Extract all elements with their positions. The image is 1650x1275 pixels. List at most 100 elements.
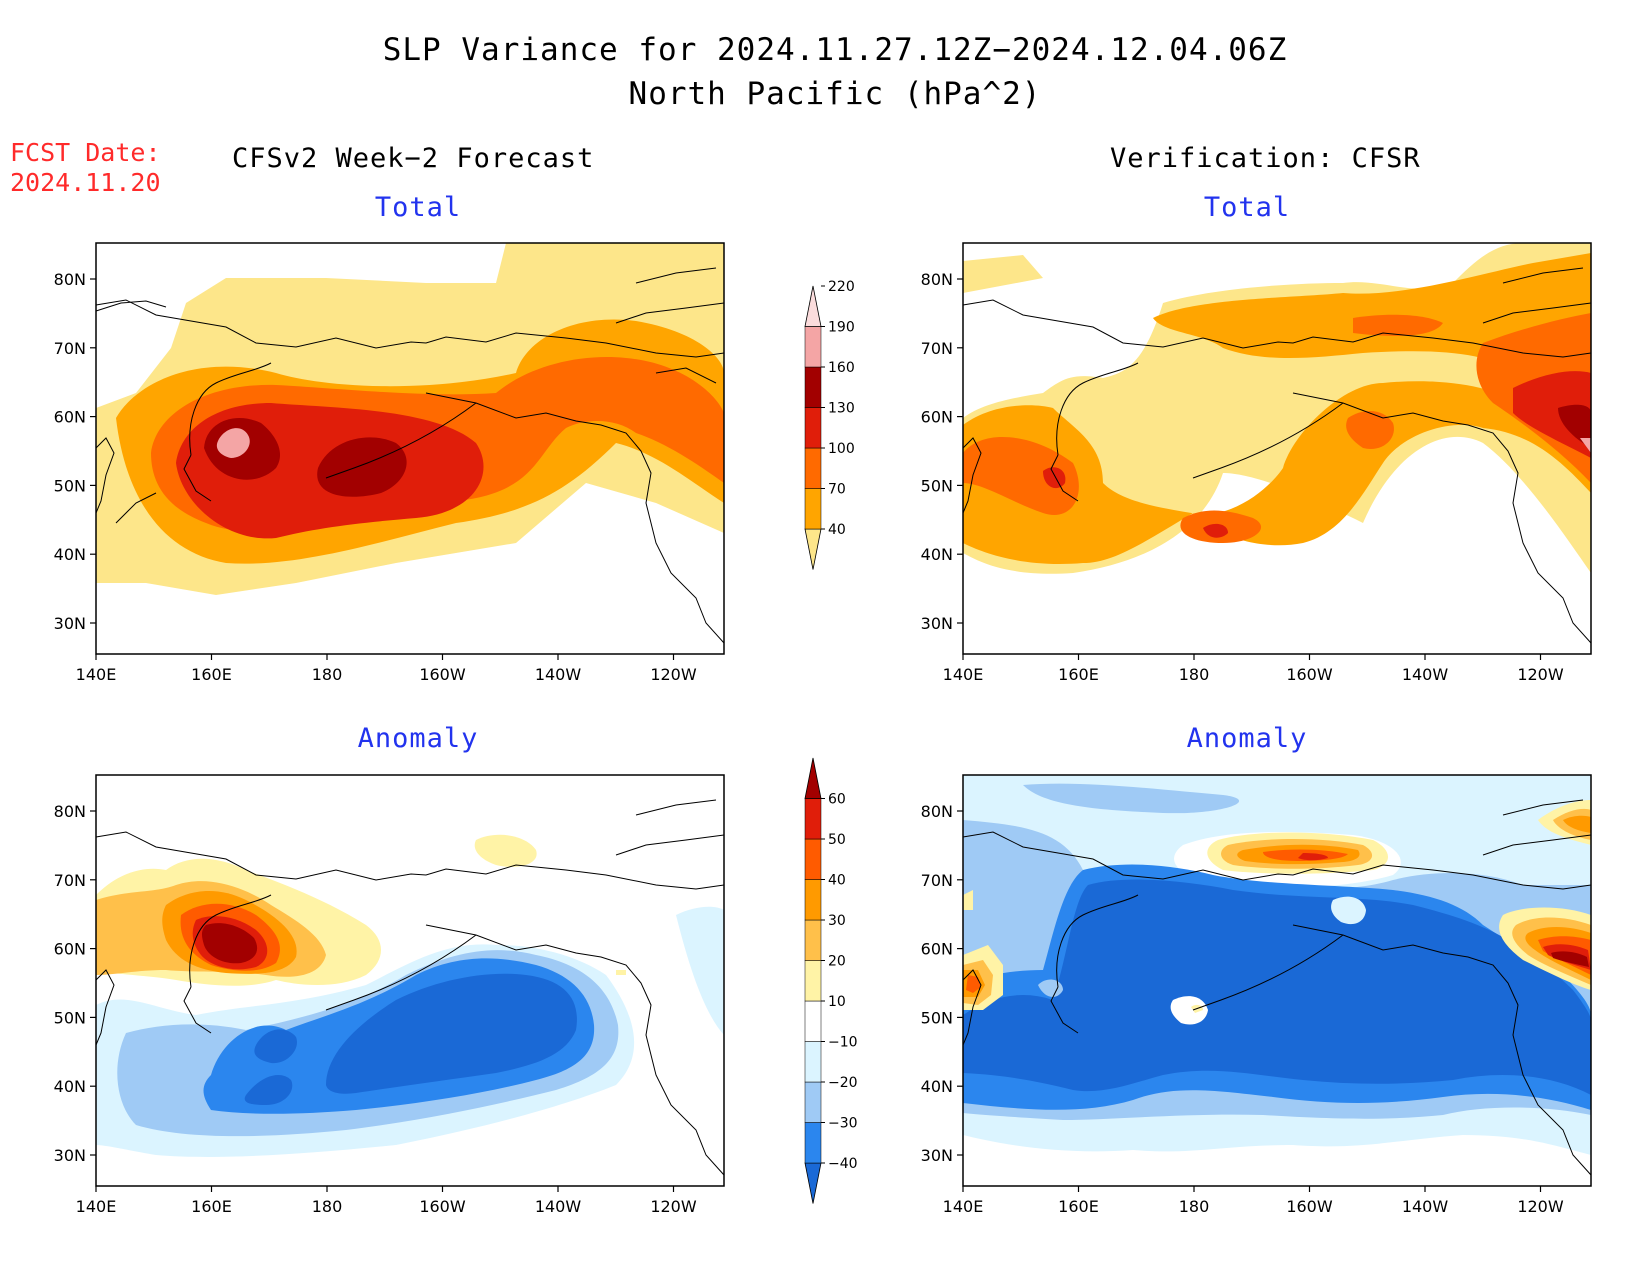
contour-70: [116, 319, 724, 564]
contour-neg30: [203, 958, 595, 1114]
lat-tick-label: 70N: [54, 339, 86, 358]
contour-160-b: [317, 437, 407, 497]
colorbar-swatch: [804, 798, 822, 840]
lat-tick-label: 80N: [921, 802, 953, 821]
lon-tick-label: 120W: [1517, 1197, 1564, 1216]
lat-tick-label: 80N: [54, 802, 86, 821]
map-panel-verif-anomaly: [962, 774, 1592, 1187]
contour-160-a: [204, 417, 281, 480]
contour-70: [963, 253, 1591, 564]
lat-tick-label: 30N: [54, 614, 86, 633]
contour-30: [162, 890, 297, 974]
colorbar-bottom-arrow: [804, 528, 822, 570]
lon-tick-label: 160E: [191, 665, 232, 684]
contour-neg20: [117, 950, 619, 1137]
contour-10: [1207, 832, 1388, 874]
colorbar-swatch: [804, 366, 822, 408]
lon-tick-label: 180: [312, 1197, 343, 1216]
lon-tick-label: 180: [1179, 665, 1210, 684]
lon-tick-label: 120W: [650, 1197, 697, 1216]
lat-tick-label: 80N: [921, 270, 953, 289]
contour-30: [1237, 844, 1360, 865]
colorbar-label: 100: [828, 441, 855, 457]
lon-tick-label: 140E: [943, 1197, 984, 1216]
colorbar-label: 160: [828, 360, 855, 376]
coastlines: [95, 267, 725, 644]
lat-tick-label: 80N: [54, 270, 86, 289]
colorbar-label: 40: [828, 522, 846, 538]
lat-tick-label: 40N: [921, 1077, 953, 1096]
lon-tick-label: 180: [312, 665, 343, 684]
contour-neg10: [96, 944, 635, 1157]
lat-tick-label: 30N: [921, 614, 953, 633]
contour-60: [1551, 951, 1589, 967]
colorbar-label: 70: [828, 482, 846, 498]
lat-tick-label: 60N: [54, 940, 86, 959]
lat-tick-label: 70N: [921, 871, 953, 890]
colorbar-label: 50: [828, 832, 846, 848]
map-panel-verif-total: [962, 242, 1592, 655]
lat-tick-label: 60N: [921, 940, 953, 959]
contour-60: [201, 923, 258, 964]
colorbar-swatch: [804, 1081, 822, 1123]
colorbar-top-arrow: [804, 285, 822, 327]
contour-neg10: [963, 775, 1591, 1155]
coastlines: [95, 799, 725, 1176]
colorbar-label: 60: [828, 792, 846, 808]
lon-tick-label: 140W: [1402, 1197, 1449, 1216]
map-panel-fcst-anomaly: [95, 774, 725, 1187]
contour-neg20: [963, 820, 1591, 1120]
lat-tick-label: 60N: [54, 408, 86, 427]
lat-tick-label: 70N: [54, 871, 86, 890]
fcst-date-label: FCST Date:: [10, 138, 161, 167]
panel-title-fcst-total: Total: [374, 192, 462, 223]
lon-tick-label: 160W: [419, 1197, 466, 1216]
lon-tick-label: 140E: [943, 665, 984, 684]
contour-100: [151, 357, 724, 532]
verification-column-title: Verification: CFSR: [1110, 143, 1421, 174]
colorbar-label: −20: [828, 1075, 858, 1091]
colorbar-total: 40 70 100 130 160 190 220: [804, 279, 855, 570]
lon-tick-label: 160E: [191, 1197, 232, 1216]
colorbar-top-arrow: [804, 757, 822, 799]
contour-130: [1513, 371, 1591, 458]
colorbar-swatch: [804, 447, 822, 489]
colorbar-swatch: [804, 1041, 822, 1083]
coastlines: [962, 799, 1592, 1176]
colorbar-label: 20: [828, 954, 846, 970]
panel-title-verif-anomaly: Anomaly: [1186, 723, 1308, 754]
colorbar-bottom-arrow: [804, 1162, 822, 1204]
contour-40: [180, 903, 280, 971]
colorbar-swatch: [804, 1000, 822, 1042]
lon-tick-label: 140E: [76, 1197, 117, 1216]
colorbar-swatch: [804, 919, 822, 961]
contour-neg40: [326, 973, 577, 1094]
contour-20: [96, 881, 326, 977]
lon-tick-label: 180: [1179, 1197, 1210, 1216]
lon-tick-label: 120W: [1517, 665, 1564, 684]
colorbar-swatch: [804, 407, 822, 449]
colorbar-swatch: [804, 879, 822, 921]
main-title: SLP Variance for 2024.11.27.12Z−2024.12.…: [382, 32, 1288, 68]
colorbar-label: −30: [828, 1116, 858, 1132]
contour-40: [1263, 849, 1348, 861]
colorbar-label: 130: [828, 401, 855, 417]
contour-40: [963, 243, 1591, 574]
colorbar-label: 190: [828, 320, 855, 336]
colorbar-label: 40: [828, 873, 846, 889]
lon-tick-label: 160W: [1286, 1197, 1333, 1216]
lat-tick-label: 60N: [921, 408, 953, 427]
colorbar-label: −40: [828, 1156, 858, 1172]
colorbar-swatch: [804, 838, 822, 880]
lon-tick-label: 140W: [535, 1197, 582, 1216]
lat-tick-label: 40N: [921, 545, 953, 564]
lat-tick-label: 70N: [921, 339, 953, 358]
colorbar-swatch: [804, 960, 822, 1002]
contour-10: [96, 858, 381, 986]
lat-tick-label: 40N: [54, 545, 86, 564]
contour-40: [96, 243, 724, 595]
colorbar-anomaly: −40 −30 −20 −10 10 20 30 40 50 60: [804, 757, 858, 1204]
lat-tick-label: 30N: [54, 1146, 86, 1165]
panel-title-fcst-anomaly: Anomaly: [357, 723, 479, 754]
